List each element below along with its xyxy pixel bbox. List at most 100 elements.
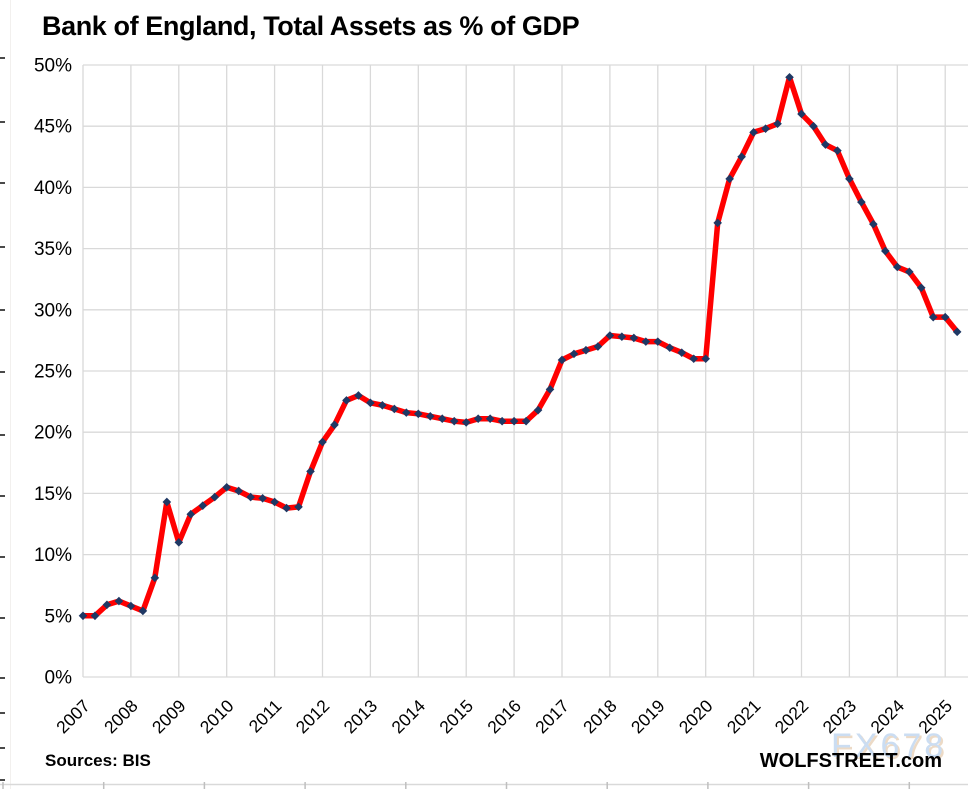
y-tick-label: 40%: [34, 178, 72, 199]
data-point-marker: [485, 414, 495, 424]
data-point-marker: [940, 312, 950, 322]
data-point-marker: [845, 174, 854, 184]
x-tick-label: 2009: [148, 696, 190, 738]
x-tick-label: 2020: [675, 696, 717, 738]
data-point-marker: [761, 124, 770, 133]
y-tick-label: 30%: [34, 300, 72, 321]
data-point-marker: [378, 400, 387, 410]
data-point-marker: [90, 611, 100, 621]
data-point-marker: [174, 538, 184, 547]
x-tick-label: 2011: [245, 696, 286, 737]
data-point-marker: [102, 600, 112, 610]
data-point-marker: [126, 601, 136, 611]
x-tick-label: 2010: [196, 696, 238, 738]
y-tick-label: 50%: [34, 56, 72, 77]
x-tick-label: 2012: [292, 696, 334, 738]
data-point-marker: [605, 331, 615, 340]
data-point-marker: [366, 398, 375, 408]
data-point-marker: [222, 482, 231, 492]
data-point-marker: [78, 611, 88, 621]
data-point-marker: [318, 437, 327, 447]
data-point-marker: [306, 467, 315, 476]
data-point-marker: [497, 416, 507, 426]
y-tick-label: 10%: [34, 545, 72, 566]
data-point-marker: [186, 509, 196, 519]
data-line: [80, 74, 960, 619]
y-tick-label: 45%: [34, 117, 72, 138]
data-point-marker: [246, 492, 255, 502]
data-point-marker: [881, 246, 890, 256]
data-point-marker: [198, 501, 208, 510]
data-point-marker: [857, 197, 866, 207]
y-tick-label: 25%: [34, 362, 72, 383]
x-tick-label: 2008: [100, 696, 142, 738]
data-point-marker: [749, 128, 758, 137]
x-tick-label: 2018: [579, 696, 621, 738]
data-point-marker: [114, 596, 124, 606]
data-point-marker: [713, 218, 722, 228]
y-tick-label: 35%: [34, 239, 72, 260]
data-point-marker: [952, 327, 962, 337]
data-point-marker: [701, 354, 710, 364]
data-point-marker: [294, 502, 303, 512]
data-point-marker: [893, 262, 902, 272]
data-point-marker: [581, 345, 591, 355]
x-tick-label: 2021: [723, 696, 765, 738]
data-point-marker: [833, 146, 842, 155]
data-point-marker: [928, 312, 938, 322]
data-point-marker: [689, 354, 699, 364]
data-point-marker: [533, 405, 543, 415]
data-point-marker: [270, 497, 279, 507]
data-point-marker: [593, 342, 603, 351]
data-point-marker: [809, 121, 818, 131]
data-point-marker: [162, 497, 172, 507]
data-point-marker: [797, 109, 806, 119]
data-point-marker: [677, 348, 687, 357]
data-point-marker: [402, 408, 411, 417]
data-point-marker: [569, 349, 579, 359]
data-point-marker: [138, 606, 148, 616]
data-point-marker: [641, 337, 651, 346]
data-point-marker: [449, 416, 459, 426]
x-tick-label: 2019: [627, 696, 669, 738]
data-point-marker: [653, 337, 663, 346]
data-point-marker: [258, 493, 267, 503]
x-tick-label: 2014: [387, 696, 429, 738]
data-point-marker: [330, 420, 339, 430]
data-point-marker: [904, 267, 914, 277]
x-tick-label: 2016: [483, 696, 525, 738]
data-point-marker: [354, 391, 363, 400]
x-tick-label: 2013: [340, 696, 382, 738]
data-point-marker: [916, 283, 926, 293]
data-point-marker: [521, 416, 531, 426]
y-tick-label: 20%: [34, 423, 72, 444]
x-tick-label: 2015: [435, 696, 477, 738]
data-point-marker: [773, 119, 782, 129]
data-point-marker: [234, 486, 243, 496]
data-point-marker: [509, 416, 519, 426]
wolfstreet-brand: WOLFSTREET.com: [759, 750, 942, 772]
y-tick-label: 5%: [45, 606, 73, 627]
data-point-marker: [725, 174, 734, 184]
x-tick-label: 2022: [771, 696, 813, 738]
data-point-marker: [425, 411, 435, 421]
data-point-marker: [210, 492, 220, 502]
y-tick-label: 15%: [34, 484, 72, 505]
data-point-marker: [150, 573, 160, 583]
data-point-marker: [390, 404, 399, 414]
y-tick-label: 0%: [45, 668, 73, 689]
fx678-watermark: FX678: [831, 727, 947, 765]
data-point-marker: [617, 332, 627, 342]
data-point-marker: [545, 385, 555, 394]
data-point-marker: [414, 409, 423, 419]
data-point-marker: [473, 414, 483, 424]
data-point-marker: [665, 343, 675, 353]
data-point-marker: [282, 503, 291, 513]
source-note: Sources: BIS: [45, 751, 151, 770]
data-point-marker: [557, 355, 567, 365]
data-point-marker: [437, 414, 447, 424]
x-tick-label: 2007: [52, 696, 94, 738]
data-point-marker: [821, 140, 830, 149]
